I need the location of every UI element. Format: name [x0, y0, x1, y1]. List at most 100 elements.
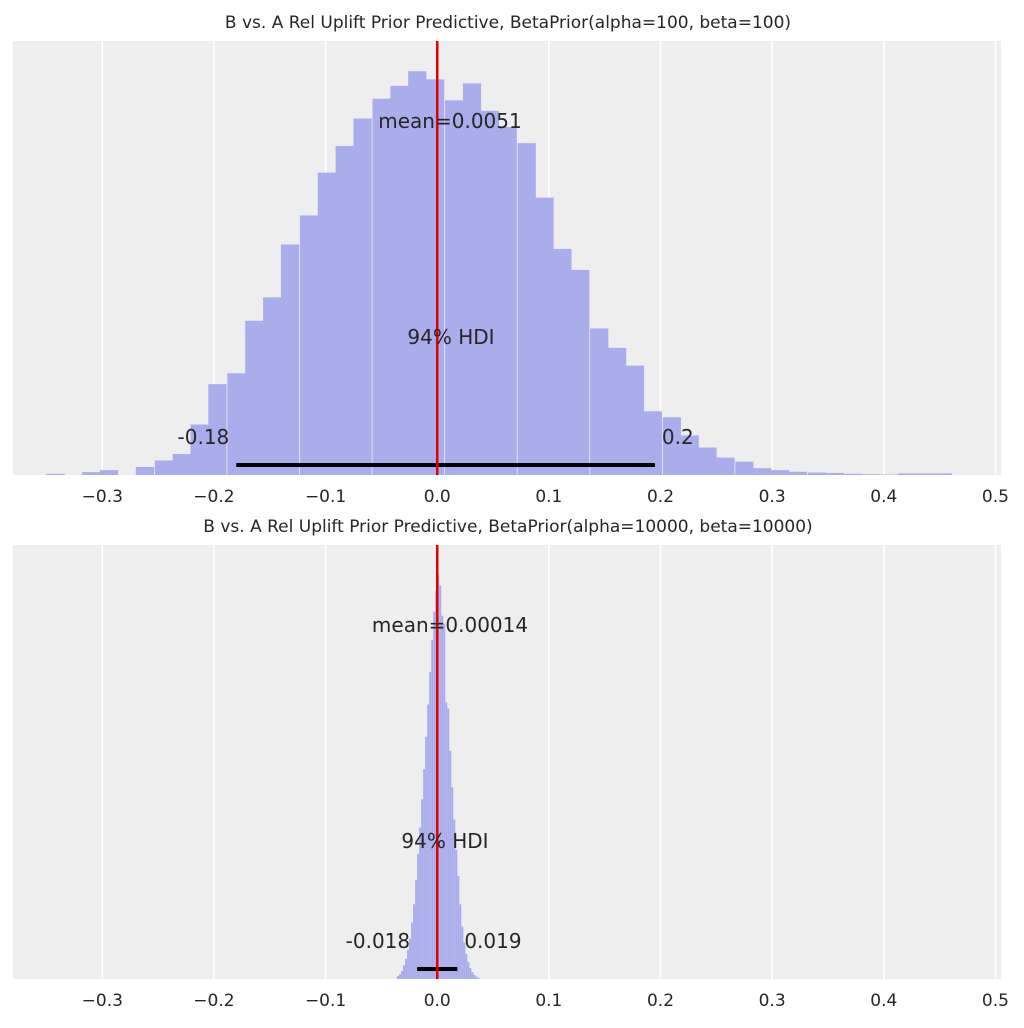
x-tick-label: 0.5 — [982, 487, 1009, 507]
x-tick-label: 0.4 — [870, 487, 897, 507]
x-tick-label: 0.0 — [424, 487, 451, 507]
histogram-bar — [457, 876, 459, 979]
histogram-bar — [916, 473, 934, 475]
histogram-bar — [608, 348, 626, 475]
histogram-bar — [417, 854, 419, 979]
histogram-bar — [227, 373, 245, 475]
histogram-bar — [753, 468, 771, 475]
histogram-bar — [433, 612, 435, 979]
histogram-bar — [82, 472, 100, 475]
histogram-bar — [426, 79, 444, 475]
histogram-bar — [431, 640, 433, 979]
histogram-bar — [898, 473, 916, 475]
histogram-bar — [789, 472, 807, 475]
histogram-bar — [353, 119, 371, 475]
histogram-bar — [590, 328, 608, 475]
histogram-bar — [445, 100, 463, 475]
histogram-bar — [471, 972, 473, 979]
histogram-bar — [403, 965, 405, 979]
histogram-bar — [808, 473, 826, 475]
histogram-bar — [441, 616, 443, 979]
histogram-bar — [716, 458, 734, 475]
histogram-bar — [477, 978, 479, 979]
histogram-bar — [46, 474, 64, 475]
histogram-bar — [415, 880, 417, 979]
hdi-high-label: 0.2 — [662, 425, 694, 449]
histogram-bar — [136, 467, 154, 475]
histogram-bar — [518, 143, 536, 475]
x-tick-label: 0.4 — [870, 991, 897, 1011]
histogram-bar — [553, 249, 571, 475]
x-tick-label: 0.1 — [535, 487, 562, 507]
histogram-bar — [399, 974, 401, 979]
histogram-bar — [626, 366, 644, 475]
histogram-bar — [425, 737, 427, 979]
hdi-high-label: 0.019 — [464, 929, 521, 953]
histogram-bar — [461, 927, 463, 979]
histogram-bar — [263, 297, 281, 475]
histogram-bar — [571, 270, 589, 475]
histogram-bar — [771, 470, 789, 475]
histogram-bar — [173, 454, 191, 475]
x-tick-label: −0.2 — [193, 487, 234, 507]
histogram-bar — [281, 244, 299, 475]
x-tick-label: −0.2 — [193, 991, 234, 1011]
x-tick-label: −0.3 — [82, 487, 123, 507]
histogram-bar — [449, 751, 451, 979]
histogram-bar — [467, 962, 469, 979]
histogram-bar — [499, 127, 517, 475]
mean-label: mean=0.0051 — [378, 109, 521, 133]
histogram-bar — [465, 954, 467, 979]
histogram-bar — [698, 448, 716, 475]
mean-label: mean=0.00014 — [372, 613, 528, 637]
histogram-bar — [469, 968, 471, 979]
hdi-label: 94% HDI — [407, 325, 494, 349]
hdi-low-label: -0.018 — [346, 929, 410, 953]
histogram-bar — [473, 975, 475, 979]
x-tick-label: 0.2 — [647, 487, 674, 507]
histogram-bar — [861, 474, 879, 475]
histogram-bar — [439, 585, 441, 979]
histogram-bar — [405, 959, 407, 979]
plot-area — [13, 545, 1001, 979]
histogram-bar — [463, 83, 481, 475]
histogram-bar — [455, 850, 457, 979]
histogram-bar — [423, 769, 425, 979]
x-tick-label: 0.0 — [424, 991, 451, 1011]
x-tick-label: 0.5 — [982, 991, 1009, 1011]
histogram-bar — [421, 799, 423, 979]
histogram-bar — [336, 146, 354, 475]
histogram-bar — [245, 321, 263, 475]
x-tick-label: −0.3 — [82, 991, 123, 1011]
histogram-bar — [372, 99, 390, 475]
x-tick-label: −0.1 — [305, 487, 346, 507]
hdi-label: 94% HDI — [401, 829, 488, 853]
histogram-bar — [300, 215, 318, 475]
chart-title: B vs. A Rel Uplift Prior Predictive, Bet… — [225, 13, 791, 33]
histogram-bar — [401, 971, 403, 979]
histogram-bar — [451, 787, 453, 979]
histogram-bar — [318, 173, 336, 475]
histogram-bar — [407, 950, 409, 979]
histogram-bar — [735, 462, 753, 475]
histogram-bar — [100, 470, 118, 475]
histogram-bar — [390, 86, 408, 475]
histogram-bar — [535, 198, 553, 475]
histogram-bar — [844, 474, 862, 475]
x-tick-label: 0.1 — [535, 991, 562, 1011]
x-tick-label: 0.3 — [759, 991, 786, 1011]
histogram-bar — [481, 111, 499, 475]
x-tick-label: −0.1 — [305, 991, 346, 1011]
histogram-bar — [443, 624, 445, 979]
histogram-bar — [475, 977, 477, 979]
chart-title: B vs. A Rel Uplift Prior Predictive, Bet… — [203, 517, 812, 537]
histogram-bar — [429, 672, 431, 979]
x-tick-label: 0.3 — [759, 487, 786, 507]
chart-panel: mean=0.00014 94% HDI -0.018 0.019 −0.3 −0.2 −0… — [13, 545, 1009, 1011]
histogram-bar — [397, 976, 399, 979]
x-tick-label: 0.2 — [647, 991, 674, 1011]
histogram-bar — [155, 460, 173, 475]
histogram-bar — [413, 904, 415, 979]
